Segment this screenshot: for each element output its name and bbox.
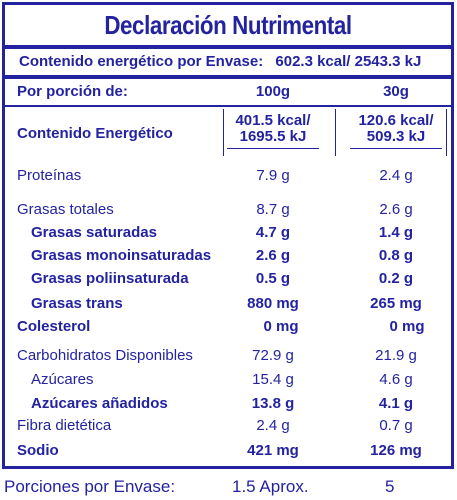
envase-separator — [5, 75, 451, 79]
row-label-grasas-trans: Grasas trans — [31, 295, 123, 312]
row-v1-fibra: 2.4 g — [256, 417, 290, 434]
portion-header-100g: 100g — [255, 83, 291, 100]
row-label-colesterol: Colesterol — [17, 318, 91, 335]
row-v1-colesterol: 0 mg — [263, 318, 299, 335]
row-label-grasas-mono: Grasas monoinsaturadas — [31, 247, 212, 264]
energy-100g-kj: 1695.5 kJ — [239, 128, 307, 145]
row-v1-grasas-totales: 8.7 g — [256, 201, 290, 218]
row-v1-carbohidratos: 72.9 g — [252, 347, 294, 364]
energy-100g-kcal: 401.5 kcal/ — [235, 112, 311, 129]
row-v2-azucares-anadidos: 4.1 g — [378, 395, 414, 412]
row-v2-sodio: 126 mg — [370, 442, 422, 459]
envase-energy-label: Contenido energético por Envase: — [19, 53, 264, 70]
title-separator — [5, 45, 451, 49]
row-label-fibra: Fibra dietética — [17, 417, 112, 434]
portion-header-label: Por porción de: — [17, 83, 128, 100]
energy-divider-right — [446, 109, 447, 156]
row-v2-colesterol: 0 mg — [389, 318, 425, 335]
row-label-sodio: Sodio — [17, 442, 59, 459]
row-v2-grasas-saturadas: 1.4 g — [378, 224, 414, 241]
row-label-grasas-totales: Grasas totales — [17, 201, 114, 218]
energy-label: Contenido Energético — [17, 125, 173, 142]
row-v2-azucares: 4.6 g — [379, 371, 413, 388]
row-label-grasas-saturadas: Grasas saturadas — [31, 224, 157, 241]
energy-30g-underline — [350, 148, 442, 149]
energy-divider-left — [223, 109, 224, 156]
header-separator — [5, 105, 451, 107]
row-v1-proteinas: 7.9 g — [256, 167, 290, 184]
row-label-proteinas: Proteínas — [17, 167, 82, 184]
row-v1-grasas-mono: 2.6 g — [255, 247, 291, 264]
energy-30g-kcal: 120.6 kcal/ — [358, 112, 434, 129]
row-v2-grasas-trans: 265 mg — [370, 295, 422, 312]
portion-header-30g: 30g — [383, 83, 409, 100]
servings-value-approx: 1.5 Aprox. — [232, 477, 309, 496]
row-v1-azucares: 15.4 g — [252, 371, 294, 388]
envase-energy-line: Contenido energético por Envase: 602.3 k… — [5, 51, 451, 73]
servings-value-count: 5 — [385, 477, 395, 496]
row-label-grasas-poli: Grasas poliinsaturada — [31, 270, 189, 287]
servings-label: Porciones por Envase: — [4, 477, 176, 496]
servings-footer: Porciones por Envase: 1.5 Aprox. 5 — [0, 474, 457, 500]
row-v1-grasas-poli: 0.5 g — [255, 270, 291, 287]
row-v2-grasas-poli: 0.2 g — [378, 270, 414, 287]
row-v1-sodio: 421 mg — [247, 442, 299, 459]
row-label-carbohidratos: Carbohidratos Disponibles — [17, 347, 193, 364]
row-v2-fibra: 0.7 g — [379, 417, 413, 434]
row-v2-proteinas: 2.4 g — [379, 167, 413, 184]
row-v1-grasas-trans: 880 mg — [247, 295, 299, 312]
nutrition-panel: Declaración Nutrimental Contenido energé… — [2, 2, 454, 469]
energy-30g-kj: 509.3 kJ — [366, 128, 426, 145]
row-label-azucares: Azúcares — [31, 371, 94, 388]
panel-title: Declaración Nutrimental — [104, 10, 352, 40]
energy-divider-mid — [335, 109, 336, 156]
row-v2-carbohidratos: 21.9 g — [375, 347, 417, 364]
row-v1-grasas-saturadas: 4.7 g — [255, 224, 291, 241]
energy-100g-underline — [227, 148, 319, 149]
row-v2-grasas-mono: 0.8 g — [378, 247, 414, 264]
row-v1-azucares-anadidos: 13.8 g — [251, 395, 295, 412]
envase-energy-value: 602.3 kcal/ 2543.3 kJ — [275, 53, 422, 70]
row-label-azucares-anadidos: Azúcares añadidos — [31, 395, 168, 412]
row-v2-grasas-totales: 2.6 g — [379, 201, 413, 218]
